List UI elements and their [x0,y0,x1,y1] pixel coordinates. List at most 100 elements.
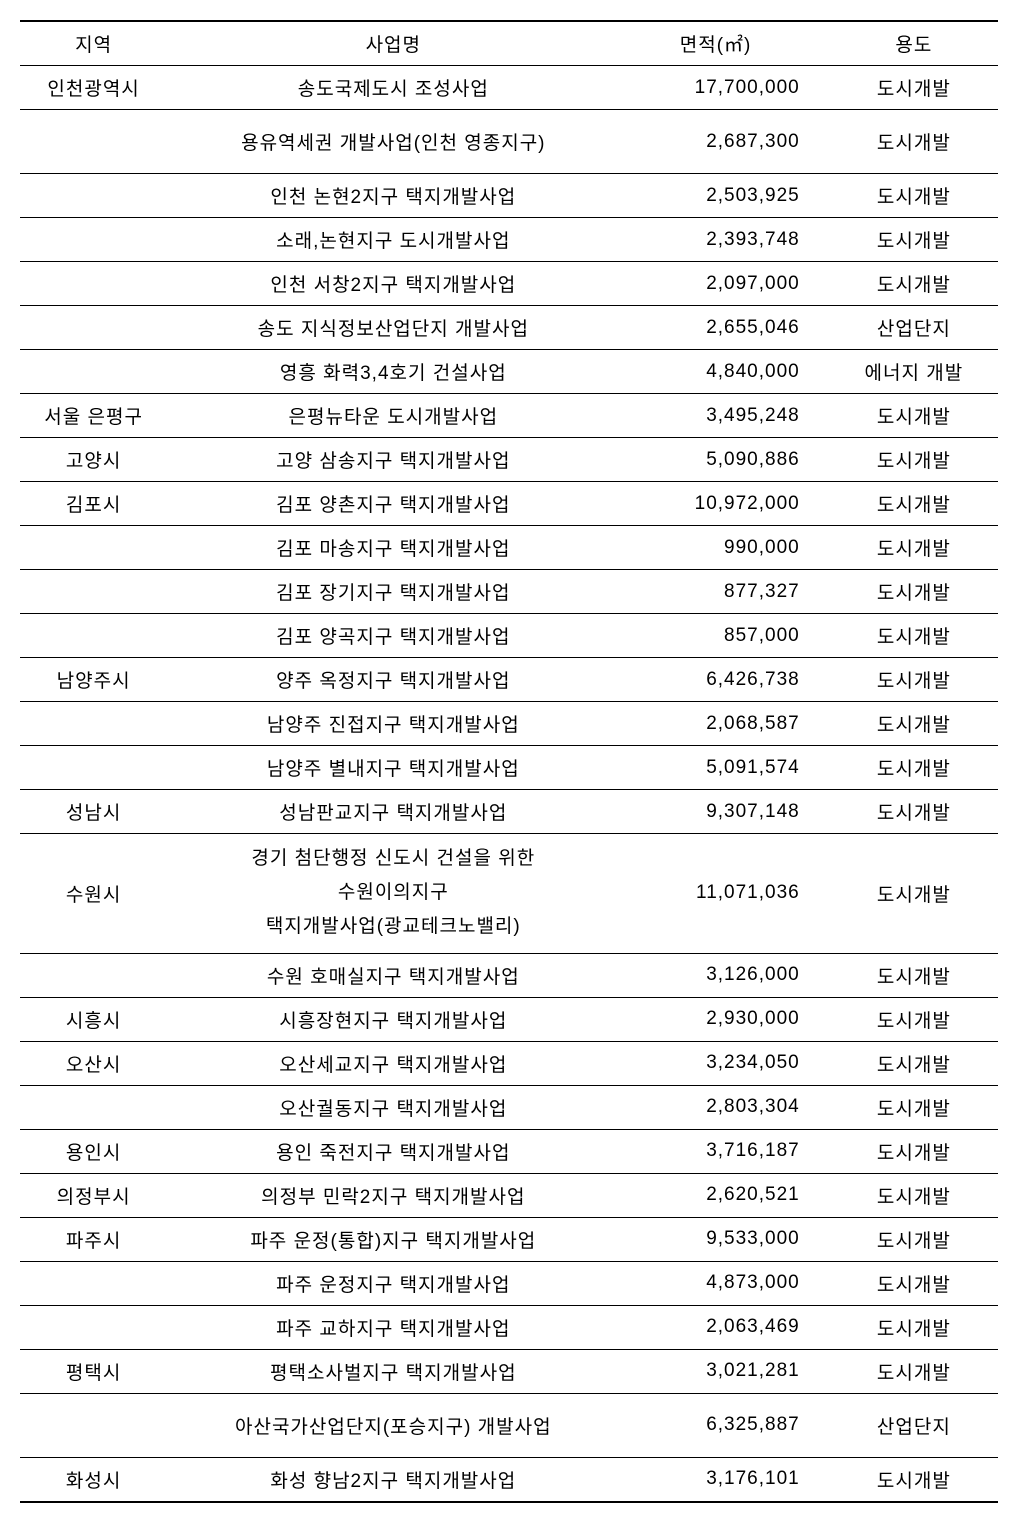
table-row: 영흥 화력3,4호기 건설사업4,840,000에너지 개발 [20,350,998,394]
cell-area: 2,068,587 [619,702,829,746]
cell-use: 도시개발 [830,746,998,790]
cell-region [20,1393,167,1457]
cell-project: 용유역세권 개발사업(인천 영종지구) [167,110,619,174]
cell-region: 평택시 [20,1349,167,1393]
cell-region: 파주시 [20,1217,167,1261]
cell-region: 김포시 [20,482,167,526]
table-row: 고양시고양 삼송지구 택지개발사업5,090,886도시개발 [20,438,998,482]
cell-project: 오산세교지구 택지개발사업 [167,1041,619,1085]
cell-region [20,746,167,790]
cell-project: 경기 첨단행정 신도시 건설을 위한수원이의지구택지개발사업(광교테크노밸리) [167,834,619,954]
cell-use: 도시개발 [830,1173,998,1217]
cell-use: 도시개발 [830,218,998,262]
cell-use: 산업단지 [830,306,998,350]
table-row: 파주 교하지구 택지개발사업2,063,469도시개발 [20,1305,998,1349]
cell-use: 도시개발 [830,262,998,306]
cell-project: 남양주 별내지구 택지개발사업 [167,746,619,790]
table-row: 아산국가산업단지(포승지구) 개발사업6,325,887산업단지 [20,1393,998,1457]
table-header: 지역 사업명 면적(㎡) 용도 [20,21,998,66]
cell-project: 용인 죽전지구 택지개발사업 [167,1129,619,1173]
table-row: 김포 장기지구 택지개발사업877,327도시개발 [20,570,998,614]
cell-project: 인천 논현2지구 택지개발사업 [167,174,619,218]
cell-project: 김포 양촌지구 택지개발사업 [167,482,619,526]
cell-region [20,262,167,306]
table-row: 소래,논현지구 도시개발사업2,393,748도시개발 [20,218,998,262]
cell-area: 2,803,304 [619,1085,829,1129]
cell-region: 수원시 [20,834,167,954]
table-row: 남양주 별내지구 택지개발사업5,091,574도시개발 [20,746,998,790]
cell-area: 3,234,050 [619,1041,829,1085]
cell-project: 양주 옥정지구 택지개발사업 [167,658,619,702]
cell-project: 김포 양곡지구 택지개발사업 [167,614,619,658]
table-row: 수원 호매실지구 택지개발사업3,126,000도시개발 [20,953,998,997]
cell-area: 3,021,281 [619,1349,829,1393]
cell-use: 도시개발 [830,110,998,174]
cell-region [20,526,167,570]
cell-area: 4,840,000 [619,350,829,394]
cell-project: 영흥 화력3,4호기 건설사업 [167,350,619,394]
header-project: 사업명 [167,21,619,66]
cell-area: 5,091,574 [619,746,829,790]
table-row: 남양주시양주 옥정지구 택지개발사업6,426,738도시개발 [20,658,998,702]
cell-region [20,218,167,262]
cell-area: 2,655,046 [619,306,829,350]
cell-use: 도시개발 [830,1129,998,1173]
cell-use: 도시개발 [830,658,998,702]
cell-project: 송도국제도시 조성사업 [167,66,619,110]
cell-use: 도시개발 [830,997,998,1041]
table-row: 인천 논현2지구 택지개발사업2,503,925도시개발 [20,174,998,218]
cell-use: 도시개발 [830,526,998,570]
cell-area: 857,000 [619,614,829,658]
cell-area: 11,071,036 [619,834,829,954]
cell-project: 김포 마송지구 택지개발사업 [167,526,619,570]
cell-region: 남양주시 [20,658,167,702]
cell-project: 파주 운정(통합)지구 택지개발사업 [167,1217,619,1261]
table-row: 파주 운정지구 택지개발사업4,873,000도시개발 [20,1261,998,1305]
cell-region: 오산시 [20,1041,167,1085]
cell-project: 파주 운정지구 택지개발사업 [167,1261,619,1305]
table-row: 남양주 진접지구 택지개발사업2,068,587도시개발 [20,702,998,746]
cell-area: 3,495,248 [619,394,829,438]
cell-use: 도시개발 [830,614,998,658]
cell-region [20,174,167,218]
development-projects-table: 지역 사업명 면적(㎡) 용도 인천광역시송도국제도시 조성사업17,700,0… [20,20,998,1503]
cell-region: 용인시 [20,1129,167,1173]
cell-region: 고양시 [20,438,167,482]
cell-project: 화성 향남2지구 택지개발사업 [167,1457,619,1502]
cell-area: 17,700,000 [619,66,829,110]
cell-region: 인천광역시 [20,66,167,110]
cell-region: 시흥시 [20,997,167,1041]
table-row: 오산시오산세교지구 택지개발사업3,234,050도시개발 [20,1041,998,1085]
cell-region [20,1305,167,1349]
cell-use: 도시개발 [830,834,998,954]
cell-use: 도시개발 [830,1217,998,1261]
cell-project: 평택소사벌지구 택지개발사업 [167,1349,619,1393]
cell-area: 4,873,000 [619,1261,829,1305]
cell-use: 산업단지 [830,1393,998,1457]
table-row: 시흥시시흥장현지구 택지개발사업2,930,000도시개발 [20,997,998,1041]
table-row: 김포시김포 양촌지구 택지개발사업10,972,000도시개발 [20,482,998,526]
table-row: 용인시용인 죽전지구 택지개발사업3,716,187도시개발 [20,1129,998,1173]
cell-use: 에너지 개발 [830,350,998,394]
cell-area: 2,063,469 [619,1305,829,1349]
header-row: 지역 사업명 면적(㎡) 용도 [20,21,998,66]
table-row: 김포 마송지구 택지개발사업990,000도시개발 [20,526,998,570]
cell-use: 도시개발 [830,1041,998,1085]
cell-region [20,570,167,614]
cell-use: 도시개발 [830,1349,998,1393]
header-use: 용도 [830,21,998,66]
cell-area: 990,000 [619,526,829,570]
cell-region: 서울 은평구 [20,394,167,438]
cell-project: 송도 지식정보산업단지 개발사업 [167,306,619,350]
cell-area: 877,327 [619,570,829,614]
cell-area: 9,533,000 [619,1217,829,1261]
cell-project: 남양주 진접지구 택지개발사업 [167,702,619,746]
cell-project: 오산궐동지구 택지개발사업 [167,1085,619,1129]
table-row: 김포 양곡지구 택지개발사업857,000도시개발 [20,614,998,658]
table-row: 서울 은평구은평뉴타운 도시개발사업3,495,248도시개발 [20,394,998,438]
cell-project: 아산국가산업단지(포승지구) 개발사업 [167,1393,619,1457]
cell-use: 도시개발 [830,1261,998,1305]
cell-use: 도시개발 [830,66,998,110]
cell-project: 소래,논현지구 도시개발사업 [167,218,619,262]
cell-area: 3,126,000 [619,953,829,997]
